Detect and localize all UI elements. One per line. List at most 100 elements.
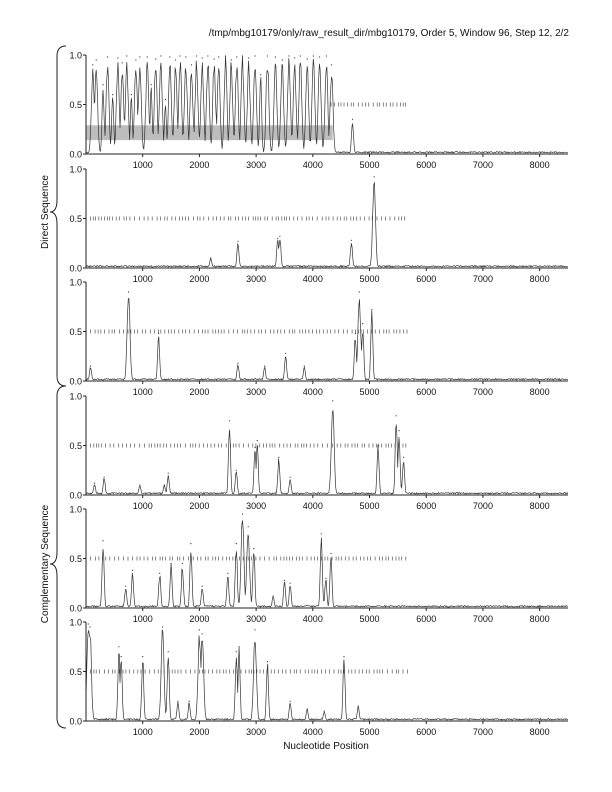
trace-peak-point [112, 94, 114, 96]
trace-peak-point [95, 59, 97, 61]
trace-peak-point [230, 59, 232, 61]
trace-peak-point [224, 55, 227, 57]
x-tick-label: 1000 [133, 727, 153, 737]
coding-potential-trace [85, 55, 568, 154]
trace-peak-point [146, 56, 148, 58]
trace-peak-point [278, 456, 280, 458]
trace-peak-point [228, 420, 231, 422]
trace-peak-point [120, 656, 122, 658]
trace-peak-point [266, 661, 269, 663]
trace-peak-point [160, 55, 162, 57]
trace-peak-point [289, 476, 291, 478]
trace-peak-point [256, 440, 258, 442]
trace-peak-point [237, 362, 239, 364]
x-tick-label: 6000 [416, 274, 436, 284]
trace-peak-point [279, 235, 281, 237]
y-tick-label: 1.0 [69, 505, 82, 515]
coding-potential-trace [85, 297, 569, 381]
trace-peak-point [89, 626, 91, 628]
trace-peak-point [323, 710, 325, 712]
x-tick-label: 2000 [189, 501, 209, 511]
x-tick-label: 5000 [360, 274, 380, 284]
y-tick-label: 0.5 [69, 441, 82, 451]
trace-peak-point [159, 572, 161, 575]
trace-peak-point [288, 55, 290, 57]
trace-peak-point [285, 352, 287, 354]
trace-peak-point [125, 585, 127, 587]
trace-peak-point [289, 582, 291, 584]
y-tick-label: 0.0 [69, 377, 82, 387]
trace-peak-point [266, 55, 269, 57]
trace-peak-point [139, 56, 141, 58]
y-tick-label: 0.0 [69, 150, 82, 160]
trace-peak-point [227, 572, 229, 575]
trace-peak-point [213, 58, 215, 60]
trace-peak-point [167, 472, 169, 474]
trace-peak-point [343, 656, 345, 658]
trace-peak-point [236, 56, 238, 58]
trace-peak-point [358, 291, 360, 293]
trace-peak-point [373, 176, 375, 178]
trace-peak-point [126, 55, 128, 57]
x-tick-label: 7000 [473, 614, 493, 624]
x-tick-label: 4000 [303, 274, 323, 284]
trace-peak-point [87, 623, 89, 625]
y-tick-label: 1.0 [69, 165, 82, 175]
trace-peak-point [351, 118, 354, 120]
y-tick-label: 0.5 [69, 327, 82, 337]
trace-peak-point [277, 237, 279, 239]
trace-peak-point [201, 585, 203, 587]
x-tick-label: 1000 [133, 160, 153, 170]
x-tick-label: 2000 [189, 727, 209, 737]
x-tick-label: 1000 [133, 614, 153, 624]
trace-peak-point [207, 55, 209, 57]
trace-peak-point [162, 626, 164, 628]
x-tick-label: 8000 [530, 614, 550, 624]
trace-peak-point [164, 98, 166, 101]
x-tick-label: 6000 [416, 727, 436, 737]
trace-peak-point [330, 552, 332, 555]
trace-peak-point [150, 84, 152, 86]
x-tick-label: 4000 [303, 387, 323, 397]
trace-peak-point [332, 400, 334, 402]
trace-peak-point [248, 57, 250, 59]
coding-potential-trace [85, 629, 569, 721]
x-tick-label: 7000 [473, 501, 493, 511]
trace-peak-point [272, 595, 274, 597]
trace-peak-point [198, 629, 200, 631]
x-tick-label: 4000 [303, 160, 323, 170]
x-tick-label: 7000 [473, 727, 493, 737]
x-tick-label: 7000 [473, 160, 493, 170]
y-tick-label: 0.0 [69, 717, 82, 727]
x-tick-label: 8000 [530, 160, 550, 170]
trace-peak-point [106, 56, 109, 58]
trace-peak-point [241, 55, 244, 57]
trace-peak-point [218, 56, 220, 58]
x-tick-label: 5000 [360, 160, 380, 170]
trace-peak-point [235, 469, 237, 471]
x-tick-label: 6000 [416, 160, 436, 170]
trace-peak-point [169, 56, 171, 58]
trace-peak-point [303, 365, 305, 367]
x-tick-label: 7000 [473, 274, 493, 284]
x-tick-label: 3000 [246, 160, 266, 170]
trace-peak-point [89, 365, 92, 367]
x-tick-label: 4000 [303, 501, 323, 511]
trace-peak-point [181, 562, 183, 565]
trace-peak-point [377, 444, 379, 447]
x-tick-label: 1000 [133, 274, 153, 284]
trace-peak-point [139, 484, 141, 486]
x-tick-label: 2000 [189, 614, 209, 624]
trace-peak-point [395, 415, 397, 417]
trace-peak-point [190, 543, 192, 545]
panel-complementary-frame-2: 0.0 0.5 1.0 1000 2000 3000 4000 5000 6000 7000 800… [69, 505, 568, 624]
panel-direct-frame-3: 0.0 0.5 1.0 1000 2000 3000 4000 5000 6000 7000 800… [69, 278, 569, 397]
trace-peak-point [177, 700, 179, 702]
trace-peak-point [320, 533, 322, 535]
trace-peak-point [121, 62, 123, 64]
x-tick-label: 7000 [473, 387, 493, 397]
trace-peak-point [289, 700, 291, 702]
trace-peak-point [235, 543, 237, 545]
trace-peak-point [264, 365, 266, 367]
x-tick-label: 6000 [416, 501, 436, 511]
